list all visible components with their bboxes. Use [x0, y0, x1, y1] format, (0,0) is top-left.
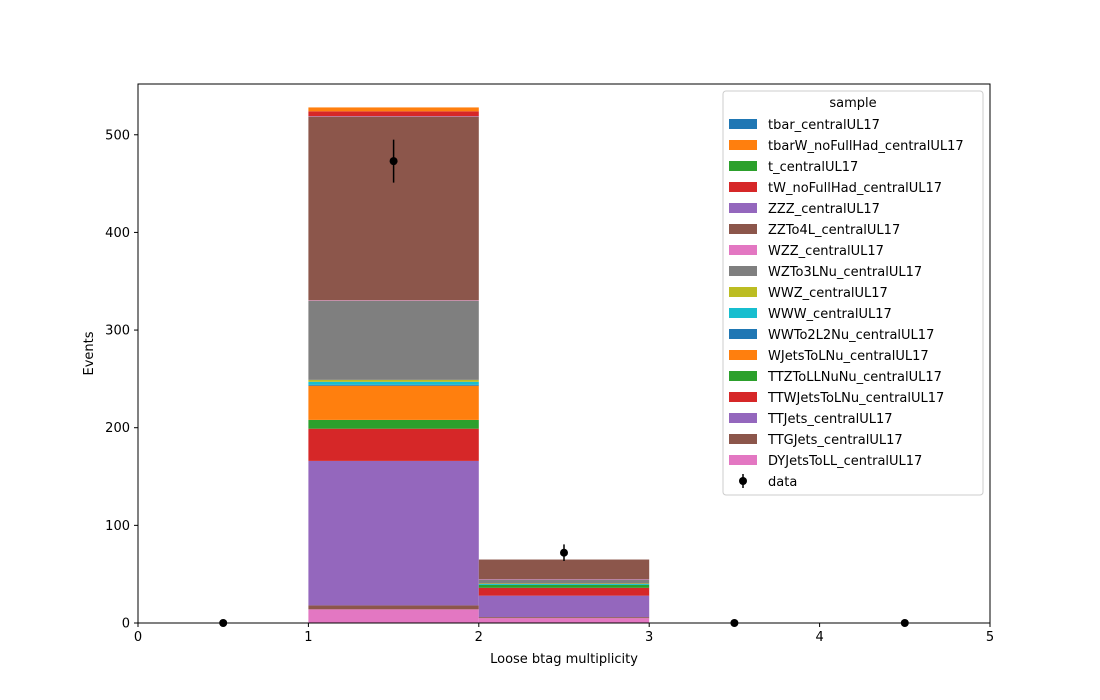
- legend-items: tbar_centralUL17 tbarW_noFullHad_centralU…: [729, 118, 964, 490]
- bar-segment: [308, 107, 479, 112]
- legend-swatch: [729, 455, 757, 465]
- y-tick-label: 500: [105, 128, 130, 143]
- legend-swatch: [729, 350, 757, 360]
- legend-label: WWZ_centralUL17: [768, 286, 888, 301]
- stacked-bars: [308, 107, 650, 623]
- bar-segment: [478, 584, 650, 588]
- bar-segment: [308, 385, 479, 420]
- legend-label: tbarW_noFullHad_centralUL17: [768, 139, 964, 154]
- legend-swatch: [729, 119, 757, 129]
- y-tick-label: 100: [105, 519, 130, 534]
- legend-swatch: [729, 371, 757, 381]
- legend-label: DYJetsToLL_centralUL17: [768, 454, 922, 469]
- bar-segment: [308, 428, 479, 461]
- legend-label: WJetsToLNu_centralUL17: [768, 349, 929, 364]
- legend-label: WZTo3LNu_centralUL17: [768, 265, 922, 280]
- plot-area-frame: [137, 83, 991, 624]
- legend-label: WWW_centralUL17: [768, 307, 892, 322]
- bar-segment: [478, 587, 650, 596]
- bar-segment: [478, 595, 650, 618]
- legend-swatch: [729, 392, 757, 402]
- bar-segment: [308, 609, 479, 623]
- x-tick-label: 3: [645, 630, 653, 645]
- bar-segment: [308, 460, 479, 606]
- legend-swatch: [729, 245, 757, 255]
- bar-segment: [478, 559, 650, 580]
- bar-segment: [308, 605, 479, 610]
- y-tick-label: 300: [105, 324, 130, 339]
- bar-segment: [308, 300, 479, 380]
- x-axis-ticks: 0 1 2 3 4 5: [134, 623, 994, 645]
- legend-label: WWTo2L2Nu_centralUL17: [768, 328, 934, 343]
- y-tick-label: 0: [122, 617, 130, 632]
- legend-swatch: [729, 203, 757, 213]
- x-tick-label: 4: [815, 630, 823, 645]
- bar-segment: [478, 617, 650, 619]
- y-tick-label: 400: [105, 226, 130, 241]
- data-point: [389, 157, 398, 166]
- bar-segment: [308, 384, 479, 386]
- legend-swatch: [729, 308, 757, 318]
- legend-swatch: [729, 224, 757, 234]
- legend-swatch: [729, 287, 757, 297]
- legend-swatch: [729, 266, 757, 276]
- bar-segment: [308, 379, 479, 382]
- bar-segment: [308, 419, 479, 429]
- legend-label: tW_noFullHad_centralUL17: [768, 181, 942, 196]
- legend-label: TTGJets_centralUL17: [767, 433, 903, 448]
- x-axis-label: Loose btag multiplicity: [490, 652, 638, 667]
- legend-swatch: [729, 434, 757, 444]
- legend-label: data: [768, 475, 797, 490]
- legend-title: sample: [829, 96, 876, 111]
- x-tick-label: 1: [304, 630, 312, 645]
- x-tick-label: 2: [475, 630, 483, 645]
- y-tick-label: 200: [105, 421, 130, 436]
- bar-segment: [478, 579, 650, 584]
- legend-label: TTJets_centralUL17: [767, 412, 893, 427]
- legend-label: t_centralUL17: [768, 160, 858, 175]
- legend-swatch: [729, 413, 757, 423]
- bar-segment: [308, 381, 479, 385]
- legend-box: [722, 90, 984, 496]
- bar-segment: [478, 618, 650, 623]
- legend-swatch: [729, 182, 757, 192]
- y-axis-label: Events: [82, 331, 97, 375]
- legend-swatch: [729, 329, 757, 339]
- x-tick-label: 0: [134, 630, 142, 645]
- y-axis-ticks: 0 100 200 300 400 500: [105, 128, 138, 632]
- legend-swatch: [729, 161, 757, 171]
- legend-swatch: [729, 140, 757, 150]
- legend-label: tbar_centralUL17: [768, 118, 880, 133]
- legend: sample tbar_centralUL17 tbarW_noFullHad_c…: [722, 90, 984, 496]
- data-point: [560, 548, 568, 557]
- legend-label: TTWJetsToLNu_centralUL17: [767, 391, 944, 406]
- bar-segment: [478, 583, 650, 585]
- legend-label: WZZ_centralUL17: [768, 244, 884, 259]
- bar-segment: [308, 111, 479, 117]
- x-tick-label: 5: [986, 630, 994, 645]
- legend-label: TTZToLLNuNu_centralUL17: [767, 370, 942, 385]
- legend-label: ZZZ_centralUL17: [768, 202, 880, 217]
- legend-data-marker: [739, 477, 747, 485]
- legend-label: ZZTo4L_centralUL17: [768, 223, 900, 238]
